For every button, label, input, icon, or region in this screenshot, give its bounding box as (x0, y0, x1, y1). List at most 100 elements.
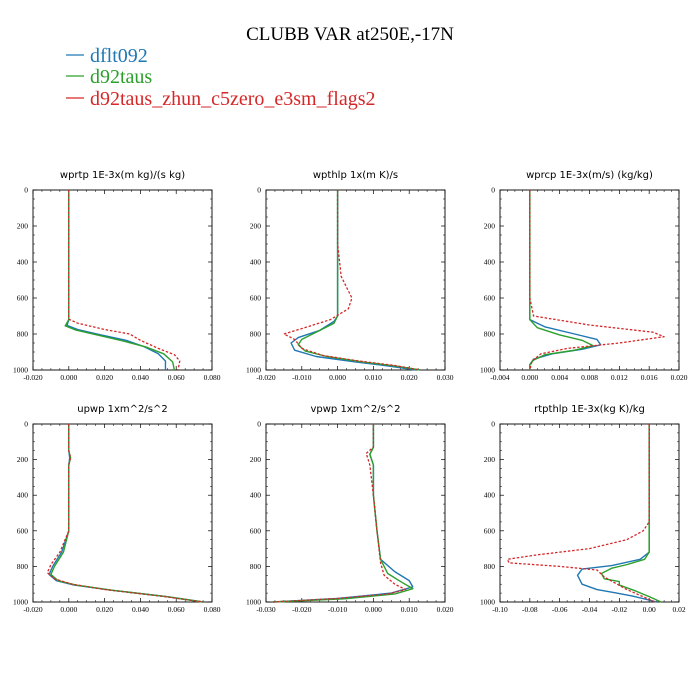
x-tick-label: -0.10 (492, 605, 508, 614)
y-tick-label: 800 (250, 330, 262, 339)
panel-6: rtpthlp 1E-3x(kg K)/kg -0.10 -0.08 -0.06 -0.… (480, 404, 686, 614)
panel-2: wpthlp 1x(m K)/s -0.020 -0.010 0.000 0.010 0.… (246, 170, 454, 382)
series-line-d92taus (273, 424, 414, 603)
series-line-d92taus (64, 190, 176, 371)
y-tick-label: 200 (17, 455, 29, 464)
x-tick-label: 0.000 (365, 605, 382, 614)
y-tick-label: 0 (24, 420, 28, 429)
y-tick-label: 600 (484, 294, 496, 303)
x-tick-label: 0.010 (401, 605, 418, 614)
series-line-d92taus (529, 190, 594, 370)
x-tick-label: 0.040 (132, 605, 149, 614)
plot-frame (265, 423, 446, 603)
legend-entry-d92taus-zhun: d92taus_zhun_c5zero_e3sm_flags2 (66, 88, 375, 110)
x-tick-label: 0.000 (60, 373, 77, 382)
x-tick-label: 0.020 (96, 373, 113, 382)
y-tick-label: 800 (17, 562, 29, 571)
y-tick-label: 200 (17, 222, 29, 231)
legend-label-d92taus-zhun: d92taus_zhun_c5zero_e3sm_flags2 (90, 88, 375, 110)
y-tick-label: 800 (484, 330, 496, 339)
x-tick-label: -0.020 (292, 605, 312, 614)
y-tick-label: 1000 (246, 598, 261, 607)
series-line-d92taus-zhun-c5zero-e3sm-flags2 (46, 424, 204, 603)
y-tick-label: 800 (17, 330, 29, 339)
series-line-d92taus (297, 190, 421, 371)
y-tick-label: 200 (250, 222, 262, 231)
y-tick-label: 600 (250, 294, 262, 303)
x-tick-label: 0.020 (437, 605, 454, 614)
panel-title: wpthlp 1x(m K)/s (313, 170, 398, 181)
x-tick-label: 0.030 (437, 373, 454, 382)
panel-3: wprcp 1E-3x(m/s) (kg/kg) -0.004 0.000 0.004… (480, 170, 688, 382)
panel-4: upwp 1xm^2/s^2 -0.020 0.000 0.020 0.040 0.060… (13, 404, 221, 614)
y-tick-label: 0 (257, 186, 261, 195)
y-tick-label: 600 (250, 526, 262, 535)
series-line-dflt092 (48, 424, 204, 603)
panel-5: vpwp 1xm^2/s^2 -0.030 -0.020 -0.010 0.000 0.0… (246, 404, 454, 614)
series-line-d92taus (50, 424, 204, 603)
x-tick-label: 0.00 (643, 605, 656, 614)
series-line-dflt092 (66, 190, 167, 370)
x-tick-label: 0.020 (401, 373, 418, 382)
y-tick-label: 1000 (246, 366, 261, 375)
y-tick-label: 800 (484, 562, 496, 571)
y-tick-label: 0 (491, 186, 495, 195)
x-tick-label: 0.060 (168, 373, 185, 382)
x-tick-label: -0.004 (490, 373, 510, 382)
series-line-d92taus-zhun-c5zero-e3sm-flags2 (273, 424, 407, 603)
panel-title: wprcp 1E-3x(m/s) (kg/kg) (526, 170, 653, 181)
plot-frame (499, 189, 680, 371)
y-tick-label: 400 (250, 258, 262, 267)
panel-title: upwp 1xm^2/s^2 (77, 404, 167, 415)
x-tick-label: 0.000 (60, 605, 77, 614)
y-tick-label: 1000 (480, 366, 495, 375)
legend: dflt092 d92taus d92taus_zhun_c5zero_e3sm… (66, 45, 375, 110)
y-tick-label: 400 (17, 258, 29, 267)
x-tick-label: 0.020 (96, 605, 113, 614)
y-tick-label: 200 (484, 222, 496, 231)
plot-frame (265, 189, 446, 371)
plot-frame (32, 423, 213, 603)
x-tick-label: -0.020 (23, 605, 43, 614)
y-tick-label: 400 (17, 491, 29, 500)
x-tick-label: 0.020 (671, 373, 688, 382)
y-tick-label: 1000 (13, 366, 28, 375)
x-tick-label: -0.08 (522, 605, 538, 614)
legend-label-dflt092: dflt092 (90, 45, 148, 67)
x-tick-label: 0.000 (329, 373, 346, 382)
panel-title: wprtp 1E-3x(m kg)/(s kg) (60, 170, 185, 181)
y-tick-label: 600 (17, 526, 29, 535)
plot-frame (499, 423, 680, 603)
x-tick-label: 0.000 (521, 373, 538, 382)
series-line-d92taus (600, 424, 662, 603)
y-tick-label: 0 (24, 186, 28, 195)
x-tick-label: 0.040 (132, 373, 149, 382)
series-line-d92taus-zhun-c5zero-e3sm-flags2 (68, 190, 181, 371)
x-tick-label: 0.004 (551, 373, 568, 382)
x-tick-label: -0.010 (292, 373, 312, 382)
y-tick-label: 1000 (13, 598, 28, 607)
y-tick-label: 400 (250, 491, 262, 500)
y-tick-label: 800 (250, 562, 262, 571)
series-line-d92taus-zhun-c5zero-e3sm-flags2 (283, 190, 421, 371)
y-tick-label: 400 (484, 491, 496, 500)
x-tick-label: 0.080 (204, 605, 221, 614)
figure-title: CLUBB VAR at250E,-17N (246, 24, 454, 45)
series-line-dflt092 (529, 190, 602, 370)
x-tick-label: -0.06 (552, 605, 568, 614)
x-tick-label: 0.02 (672, 605, 685, 614)
legend-label-d92taus: d92taus (90, 66, 152, 88)
y-tick-label: 200 (484, 455, 496, 464)
x-tick-label: -0.02 (612, 605, 628, 614)
x-tick-label: 0.012 (611, 373, 628, 382)
y-tick-label: 1000 (480, 598, 495, 607)
x-tick-label: -0.020 (256, 373, 276, 382)
x-tick-label: 0.008 (581, 373, 598, 382)
x-tick-label: -0.020 (23, 373, 43, 382)
y-tick-label: 0 (257, 420, 261, 429)
x-tick-label: 0.060 (168, 605, 185, 614)
panel-1: wprtp 1E-3x(m kg)/(s kg) -0.020 0.000 0.020… (13, 170, 221, 382)
x-tick-label: -0.030 (256, 605, 276, 614)
series-line-dflt092 (576, 424, 657, 603)
